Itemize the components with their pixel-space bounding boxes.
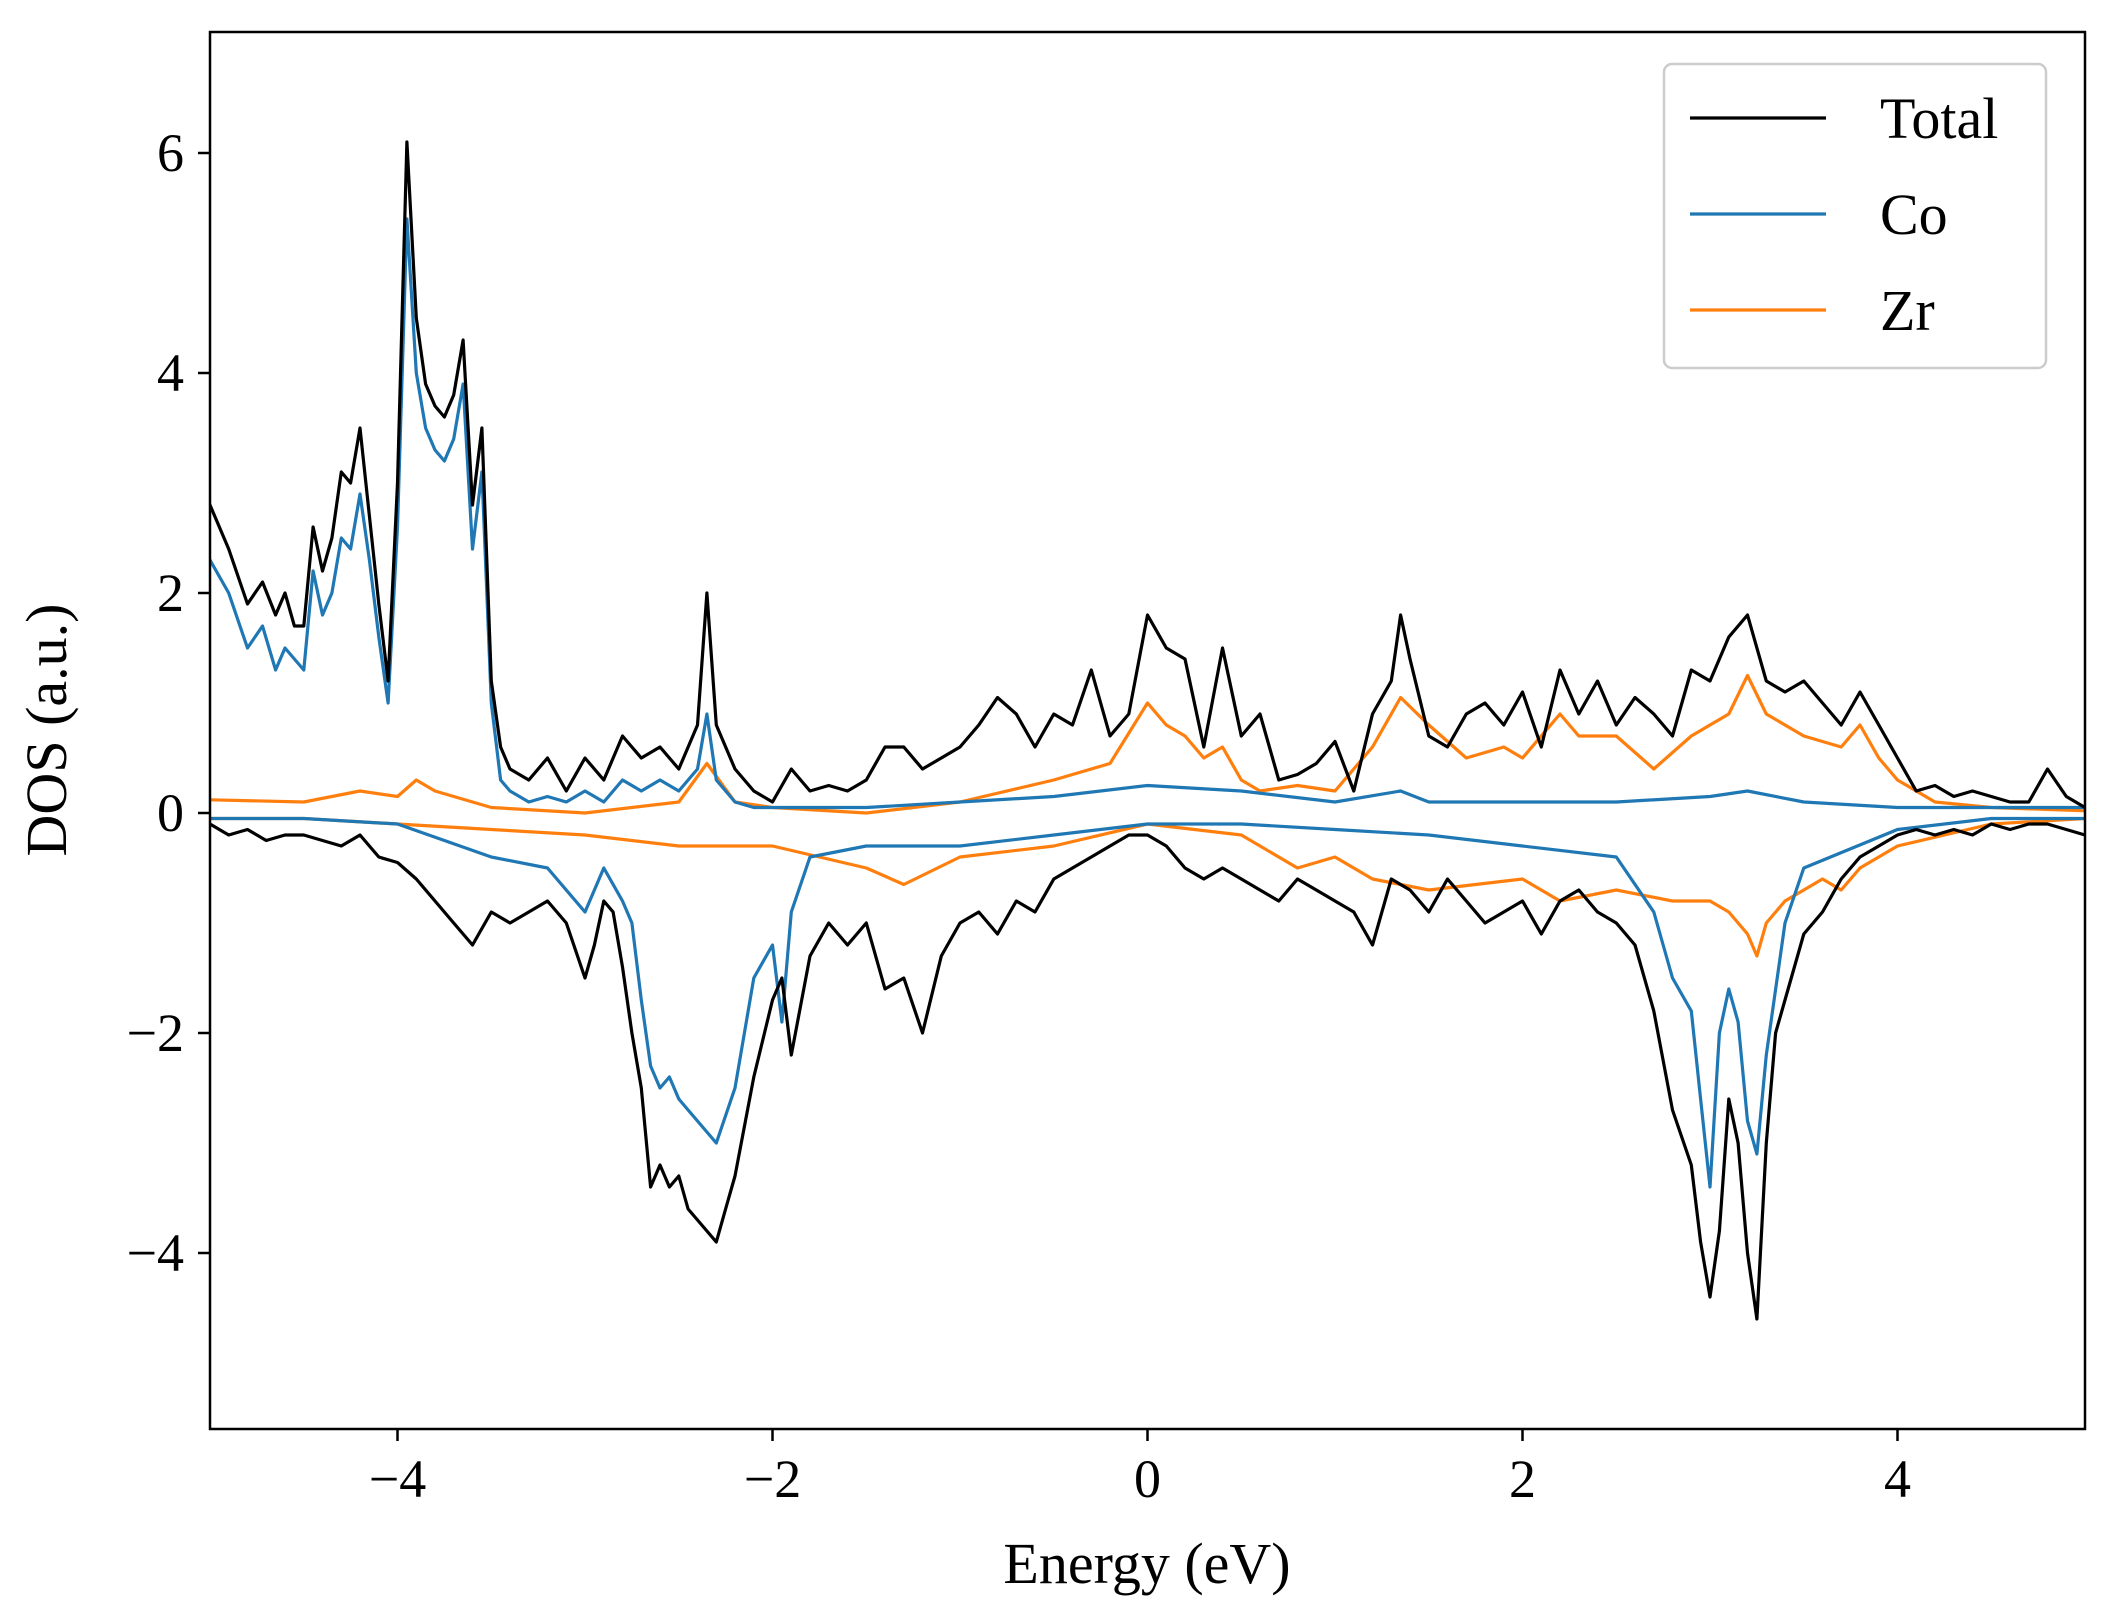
y-tick-label: −4 <box>127 1223 184 1283</box>
x-axis: −4 −2 0 2 4 <box>369 1429 1911 1509</box>
x-axis-title: Energy (eV) <box>1003 1531 1290 1596</box>
series-line-co-spin-down <box>210 816 2085 1189</box>
legend-label-total: Total <box>1880 86 1998 151</box>
y-tick-label: 6 <box>157 123 184 183</box>
series-line-co-spin-up <box>210 217 2085 810</box>
y-tick-label: 2 <box>157 563 184 623</box>
x-tick-label: 2 <box>1509 1449 1536 1509</box>
legend-label-co: Co <box>1880 182 1948 247</box>
x-tick-label: 4 <box>1884 1449 1911 1509</box>
series-line-zr-spin-down <box>210 816 2085 958</box>
y-tick-label: 0 <box>157 783 184 843</box>
series-line-total-spin-down <box>210 822 2085 1321</box>
series-line-zr-spin-up <box>210 673 2085 815</box>
y-tick-label: −2 <box>127 1003 184 1063</box>
y-axis-title: DOS (a.u.) <box>14 604 79 857</box>
legend: Total Co Zr <box>1662 62 2048 370</box>
x-tick-label: 0 <box>1134 1449 1161 1509</box>
series-line-total-spin-up <box>210 140 2085 810</box>
legend-frame <box>1662 62 2048 370</box>
series-layer <box>210 140 2085 1321</box>
x-tick-label: −4 <box>369 1449 426 1509</box>
y-axis: −4 −2 0 2 4 6 <box>127 123 210 1283</box>
y-tick-label: 4 <box>157 343 184 403</box>
x-tick-label: −2 <box>744 1449 801 1509</box>
legend-label-zr: Zr <box>1880 278 1935 343</box>
